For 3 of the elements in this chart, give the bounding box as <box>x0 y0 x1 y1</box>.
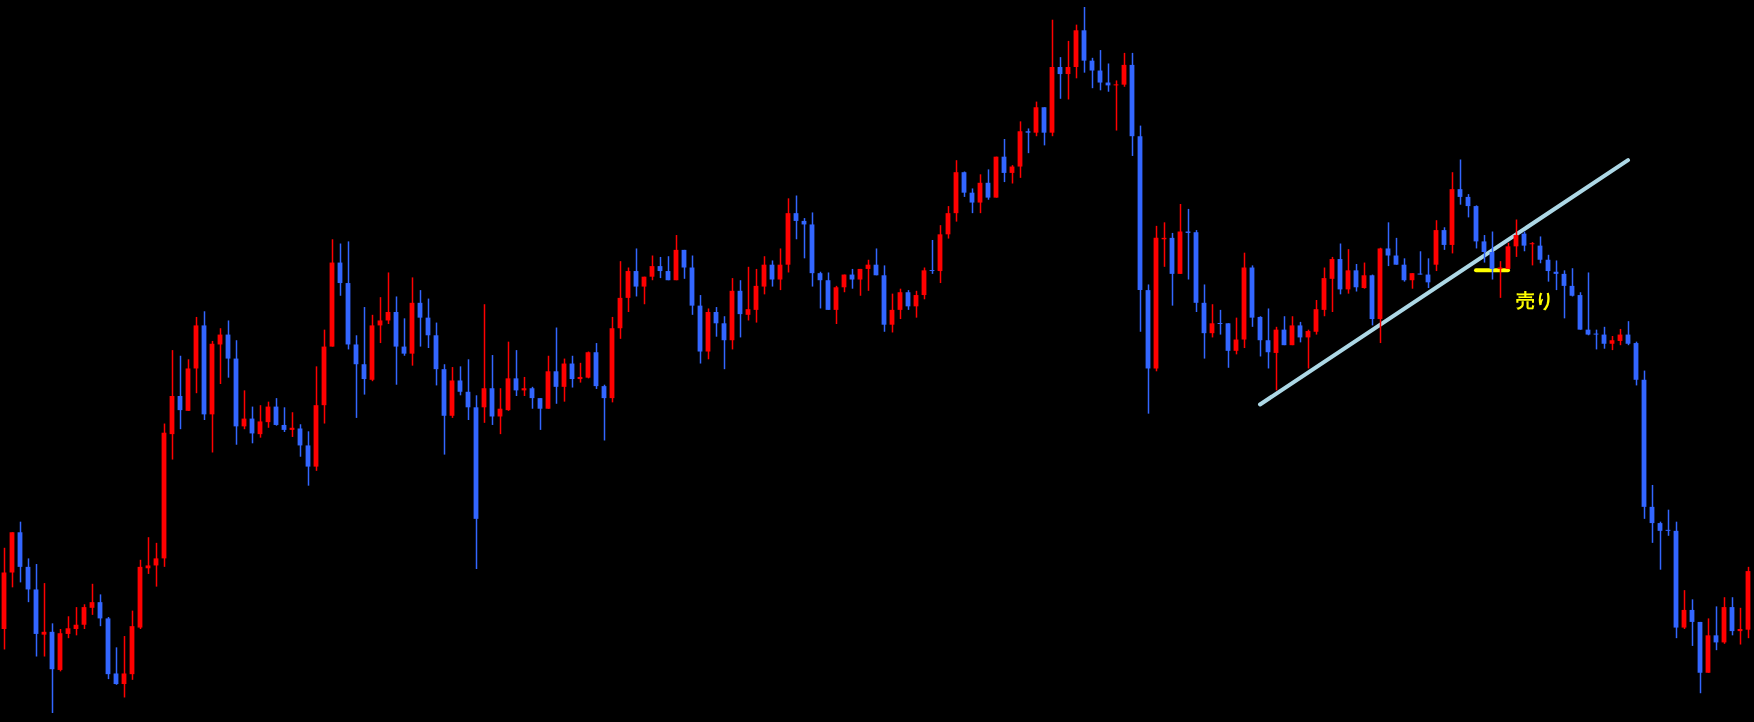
candlestick <box>1025 127 1031 154</box>
series-label: 売り <box>1516 289 1554 312</box>
candlestick <box>1385 221 1391 267</box>
